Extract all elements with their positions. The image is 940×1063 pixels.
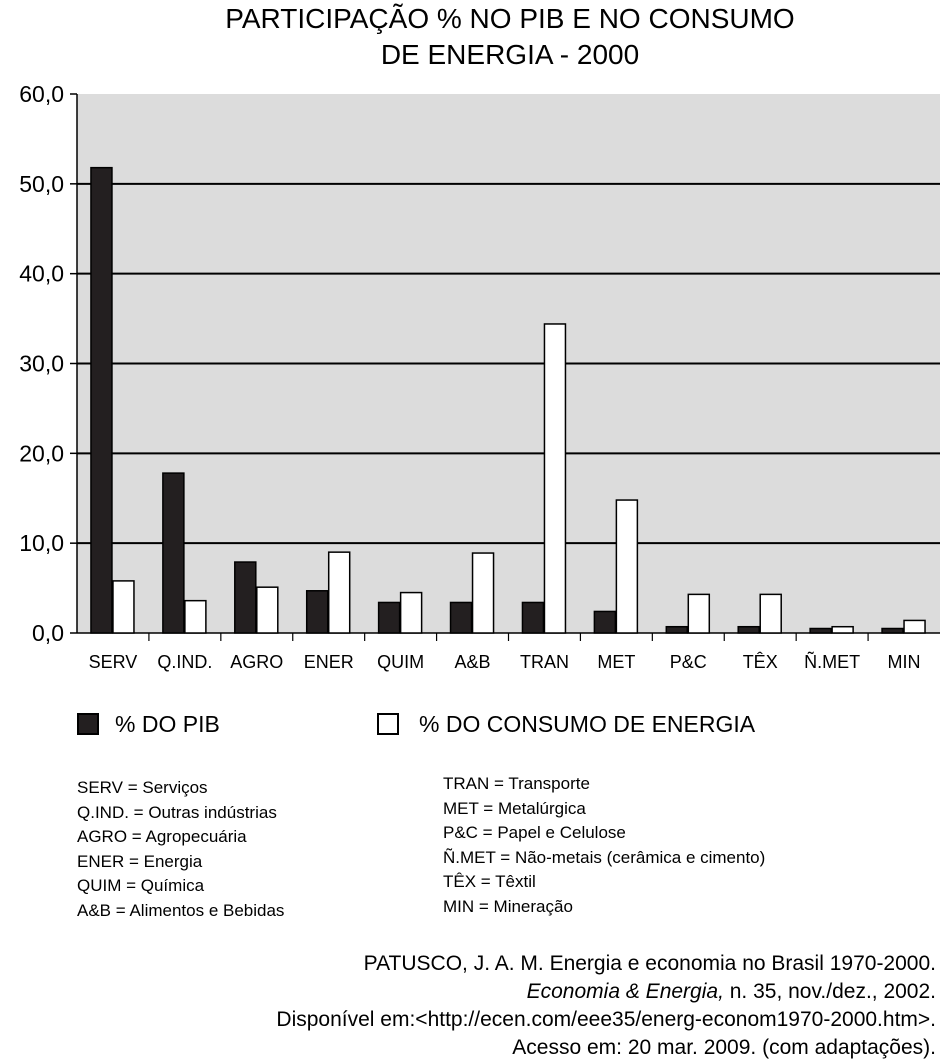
bar-pib [377,601,401,634]
bar-pib [234,561,257,634]
bar-pib [449,601,473,634]
y-tick-label: 60,0 [19,81,64,107]
legend-swatch-pib [77,713,99,735]
bar-energia [112,580,135,634]
bar-energia [327,551,351,634]
bar-chart: 0,0 10,0 20,0 30,0 40,0 50,0 60,0 SERV Q.IND. AGR… [19,81,940,672]
x-tick-label: MET [597,652,635,672]
legend-label-pib: % DO PIB [115,711,220,737]
source-line-3: Disponível em:<http://ecen.com/eee35/ene… [276,1008,936,1031]
source-line-1: PATUSCO, J. A. M. Energia e economia no … [363,952,936,975]
bar-energia [831,625,854,634]
x-tick-label: MIN [888,652,921,672]
glossary-item: ENER = Energia [77,851,203,871]
bar-pib [665,625,689,634]
bar-pib [737,625,760,634]
bar-pib [90,166,113,634]
bar-energia [759,593,782,634]
bar-energia [184,599,207,634]
legend-swatch-energia [377,713,399,735]
glossary-right: TRAN = Transporte MET = Metalúrgica P&C … [443,772,765,919]
bar-energia [615,499,639,634]
x-tick-label: P&C [670,652,707,672]
chart-title-line-2: DE ENERGIA - 2000 [380,39,640,70]
glossary-left: SERV = Serviços Q.IND. = Outras indústri… [77,776,284,923]
source-citation: PATUSCO, J. A. M. Energia e economia no … [276,950,936,1062]
bar-energia [687,593,711,634]
bar-energia [399,591,423,634]
bar-energia [903,619,926,634]
x-tick-label: SERV [89,652,138,672]
x-tick-label: AGRO [230,652,283,672]
source-line-4: Acesso em: 20 mar. 2009. (com adaptações… [512,1036,936,1059]
bar-pib [521,601,545,634]
x-tick-label: Q.IND. [157,652,212,672]
bar-energia [471,552,495,634]
y-tick-label: 0,0 [32,620,64,646]
bar-pib [593,610,617,634]
x-tick-label: TRAN [520,652,569,672]
glossary-item: TRAN = Transporte [443,774,590,793]
bar-pib [162,472,185,634]
glossary-item: SERV = Serviços [77,778,208,797]
source-line-2: Economia & Energia, n. 35, nov./dez., 20… [276,978,936,1006]
y-tick-label: 10,0 [19,530,64,556]
glossary-item: MIN = Mineração [443,896,573,916]
y-tick-label: 40,0 [19,261,64,287]
source-journal: Economia & Energia, [526,980,724,1003]
x-tick-label: QUIM [377,652,424,672]
bar-energia [256,586,279,634]
glossary-item: TÊX = Têxtil [443,872,536,891]
glossary-item: A&B = Alimentos e Bebidas [77,900,285,920]
bar-pib [881,627,904,634]
x-tick-label: Ñ.MET [804,651,860,672]
glossary-item: Q.IND. = Outras indústrias [77,802,277,822]
x-tick-label: TÊX [743,652,778,672]
x-tick-label: ENER [304,652,354,672]
legend-label-energia: % DO CONSUMO DE ENERGIA [419,711,756,737]
glossary-item: Ñ.MET = Não-metais (cerâmica e cimento) [443,847,766,867]
y-tick-label: 50,0 [19,171,64,197]
glossary-item: QUIM = Química [77,876,205,895]
chart-title-line-1: PARTICIPAÇÃO % NO PIB E NO CONSUMO [225,3,795,34]
y-tick-label: 20,0 [19,440,64,466]
source-issue: n. 35, nov./dez., 2002. [723,980,936,1003]
bar-pib [305,590,329,634]
glossary-item: AGRO = Agropecuária [77,827,247,846]
bar-energia [543,323,567,634]
bar-pib [809,627,832,634]
y-tick-label: 30,0 [19,351,64,377]
x-tick-label: A&B [455,652,491,672]
glossary-item: MET = Metalúrgica [443,798,586,818]
glossary-item: P&C = Papel e Celulose [443,823,626,842]
